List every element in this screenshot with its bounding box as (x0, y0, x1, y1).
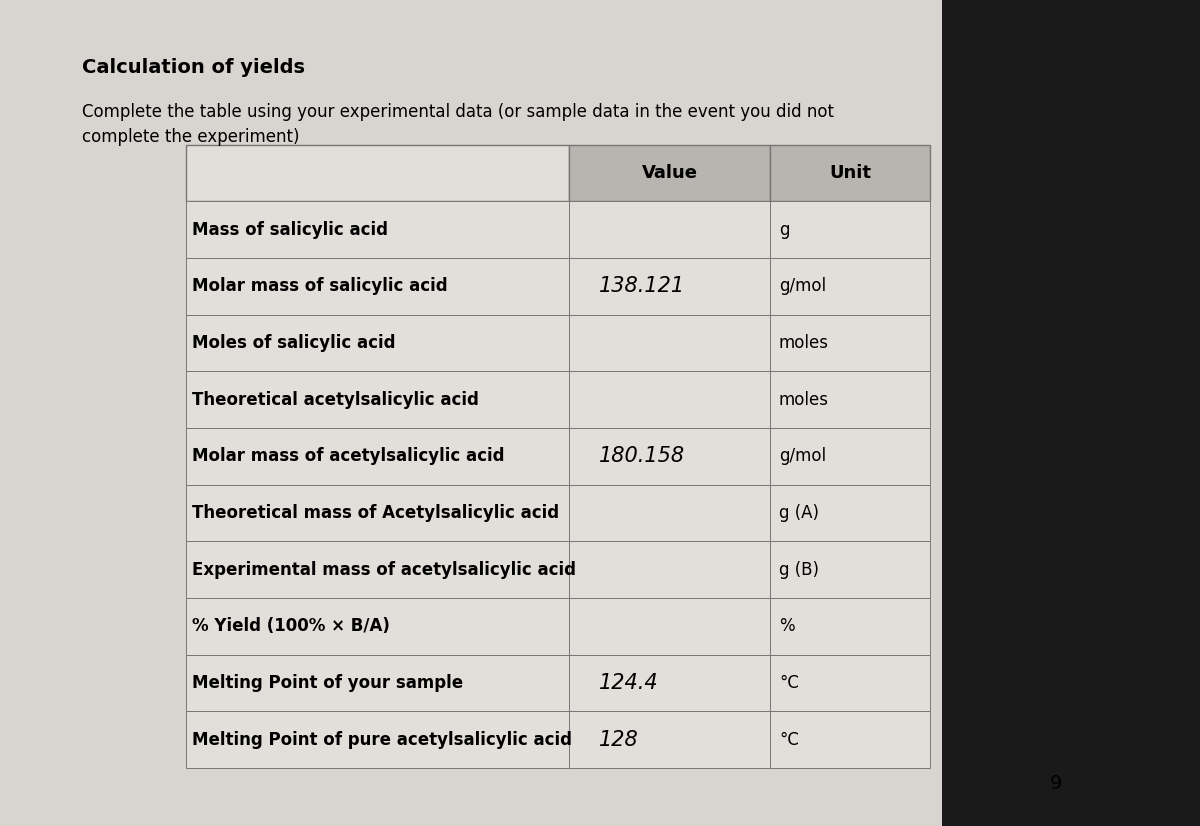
Bar (569, 711, 770, 768)
Text: Melting Point of your sample: Melting Point of your sample (192, 674, 463, 692)
Bar (186, 428, 569, 485)
Text: Molar mass of salicylic acid: Molar mass of salicylic acid (192, 278, 448, 295)
Bar (770, 655, 930, 711)
Bar (0, 0, 942, 826)
Bar (569, 428, 770, 485)
Bar (186, 541, 569, 598)
Text: Mass of salicylic acid: Mass of salicylic acid (192, 221, 388, 239)
Bar (569, 541, 770, 598)
Bar (569, 372, 770, 428)
Bar (770, 428, 930, 485)
Bar (186, 711, 569, 768)
Bar (186, 372, 569, 428)
Bar (569, 485, 770, 541)
Text: °C: °C (779, 674, 799, 692)
Bar (569, 258, 770, 315)
Text: g (A): g (A) (779, 504, 818, 522)
Text: Theoretical acetylsalicylic acid: Theoretical acetylsalicylic acid (192, 391, 479, 409)
Bar (770, 372, 930, 428)
Text: Value: Value (642, 164, 697, 182)
Bar (770, 202, 930, 258)
Bar (770, 711, 930, 768)
Text: °C: °C (779, 731, 799, 749)
Text: Unit: Unit (829, 164, 871, 182)
Bar (569, 655, 770, 711)
Bar (569, 598, 770, 655)
Bar (770, 485, 930, 541)
Text: 9: 9 (1050, 774, 1062, 793)
Text: 128: 128 (599, 730, 640, 750)
Text: Experimental mass of acetylsalicylic acid: Experimental mass of acetylsalicylic aci… (192, 561, 576, 579)
Text: g/mol: g/mol (779, 278, 826, 295)
Bar (186, 598, 569, 655)
Text: Theoretical mass of Acetylsalicylic acid: Theoretical mass of Acetylsalicylic acid (192, 504, 559, 522)
Text: g (B): g (B) (779, 561, 818, 579)
Text: Molar mass of acetylsalicylic acid: Molar mass of acetylsalicylic acid (192, 448, 504, 465)
Text: g/mol: g/mol (779, 448, 826, 465)
Text: 138.121: 138.121 (599, 276, 685, 297)
Bar (770, 145, 930, 202)
Bar (770, 598, 930, 655)
Text: moles: moles (779, 334, 829, 352)
Bar (186, 315, 569, 372)
Text: moles: moles (779, 391, 829, 409)
Bar (942, 0, 1200, 826)
Bar (186, 202, 569, 258)
Bar (186, 485, 569, 541)
Text: 180.158: 180.158 (599, 446, 685, 467)
Text: %: % (779, 618, 794, 635)
Text: Moles of salicylic acid: Moles of salicylic acid (192, 334, 396, 352)
Bar (186, 145, 569, 202)
Bar (569, 202, 770, 258)
Text: % Yield (100% × B/A): % Yield (100% × B/A) (192, 618, 390, 635)
Bar (770, 315, 930, 372)
Text: g: g (779, 221, 790, 239)
Bar (186, 655, 569, 711)
Text: 124.4: 124.4 (599, 673, 659, 693)
Bar (770, 258, 930, 315)
Bar (186, 258, 569, 315)
Bar (569, 145, 770, 202)
Bar (569, 315, 770, 372)
Text: Melting Point of pure acetylsalicylic acid: Melting Point of pure acetylsalicylic ac… (192, 731, 572, 749)
Text: Complete the table using your experimental data (or sample data in the event you: Complete the table using your experiment… (82, 103, 834, 146)
Text: Calculation of yields: Calculation of yields (82, 58, 305, 77)
Bar (770, 541, 930, 598)
